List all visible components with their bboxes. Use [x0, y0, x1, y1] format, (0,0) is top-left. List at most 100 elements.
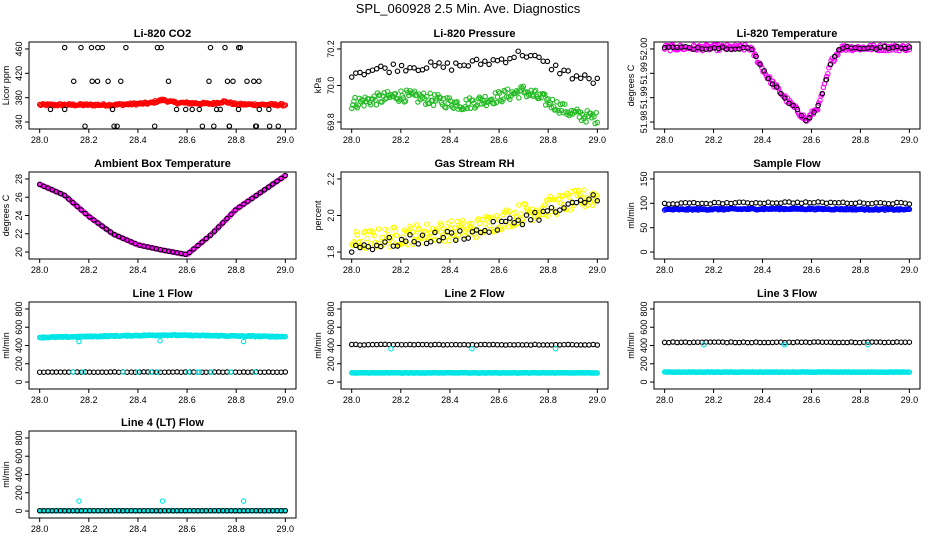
data-point — [811, 109, 817, 115]
data-point — [148, 369, 154, 375]
data-point — [415, 241, 422, 247]
data-point — [490, 218, 496, 225]
data-point — [66, 196, 72, 202]
x-tick-label: 28.6 — [803, 265, 821, 275]
boxtemp-series-line — [36, 172, 289, 258]
data-point — [379, 99, 385, 105]
data-point — [590, 202, 596, 209]
data-point — [594, 198, 601, 204]
data-point — [532, 209, 538, 216]
y-tick-label: 24 — [14, 210, 24, 220]
data-point — [154, 369, 161, 375]
data-point — [226, 123, 233, 129]
x-tick-label: 28.6 — [490, 135, 508, 145]
data-point — [199, 123, 206, 129]
data-point — [240, 338, 247, 345]
data-point — [545, 213, 551, 219]
data-point — [61, 44, 68, 51]
data-point — [240, 498, 247, 504]
co2-series-lines — [47, 44, 282, 129]
x-tick-label: 28.2 — [392, 135, 410, 145]
data-point — [228, 369, 234, 375]
x-tick-label: 28.6 — [178, 135, 196, 145]
line3-title: Line 3 Flow — [757, 288, 817, 300]
data-point — [282, 507, 289, 514]
data-point — [523, 212, 530, 218]
y-tick-label: 200 — [14, 356, 24, 371]
data-point — [419, 232, 426, 238]
data-point — [748, 46, 755, 53]
x-tick-label: 28.8 — [539, 395, 557, 405]
pressure-series-sample — [348, 83, 601, 127]
data-point — [520, 83, 527, 90]
temp-title: Li-820 Temperature — [737, 28, 838, 40]
data-point — [185, 369, 192, 375]
x-tick-label: 28.4 — [129, 395, 147, 405]
data-point — [412, 233, 419, 239]
data-point — [382, 96, 389, 102]
y-tick-label: 70.2 — [326, 40, 336, 58]
data-point — [582, 72, 588, 78]
data-point — [557, 70, 563, 77]
data-point — [407, 232, 413, 238]
data-point — [790, 102, 796, 109]
temp-series-sample — [661, 42, 913, 124]
data-point — [454, 99, 460, 105]
data-point — [369, 246, 376, 253]
data-point — [165, 78, 172, 85]
line1-series-cyanlow — [70, 369, 259, 375]
y-tick-label: 1.8 — [326, 246, 336, 259]
data-point — [378, 243, 384, 250]
x-tick-label: 28.6 — [178, 265, 196, 275]
data-point — [582, 199, 588, 206]
x-tick-label: 28.2 — [80, 265, 98, 275]
data-point — [493, 212, 500, 219]
data-point — [464, 105, 470, 112]
data-point — [544, 97, 550, 103]
data-point — [256, 106, 263, 113]
x-tick-label: 28.6 — [490, 395, 508, 405]
data-point — [278, 175, 284, 182]
data-point — [815, 102, 821, 109]
data-point — [661, 200, 668, 207]
data-point — [282, 369, 289, 375]
data-point — [195, 242, 201, 249]
data-point — [354, 232, 361, 238]
boxtemp-ylabel: degrees C — [1, 194, 11, 236]
y-tick-label: 0 — [639, 380, 649, 385]
y-tick-label: 340 — [14, 115, 24, 130]
data-point — [107, 229, 114, 235]
data-point — [375, 226, 382, 232]
x-tick-label: 28.4 — [129, 524, 147, 534]
line2-series-cyan — [348, 345, 601, 376]
x-tick-label: 28.4 — [441, 395, 459, 405]
x-tick-label: 28.6 — [803, 135, 821, 145]
data-point — [114, 123, 120, 129]
data-point — [282, 333, 289, 340]
data-point — [423, 65, 430, 71]
page-title: SPL_060928 2.5 Min. Ave. Diagnostics — [355, 1, 581, 16]
data-point — [582, 113, 588, 120]
data-point — [807, 115, 813, 121]
data-point — [394, 243, 401, 249]
data-point — [353, 228, 359, 235]
data-point — [432, 62, 438, 69]
data-point — [459, 217, 466, 224]
x-tick-label: 28.0 — [656, 135, 674, 145]
data-point — [549, 96, 556, 103]
data-point — [446, 238, 453, 244]
line4-title: Line 4 (LT) Flow — [121, 417, 204, 429]
data-point — [458, 106, 465, 113]
pressure-series-line — [348, 48, 601, 86]
temp-panel: Li-820 Temperature 28.0 28.2 28.4 28.6 28.8 29… — [626, 28, 921, 145]
data-point — [99, 44, 106, 51]
data-point — [401, 99, 408, 105]
data-point — [823, 73, 830, 80]
data-point — [384, 228, 391, 234]
x-tick-label: 29.0 — [589, 265, 607, 275]
data-point — [594, 195, 601, 202]
data-point — [781, 341, 788, 348]
line2-ylabel: ml/min — [313, 332, 323, 359]
data-point — [593, 109, 599, 116]
data-point — [453, 60, 459, 66]
